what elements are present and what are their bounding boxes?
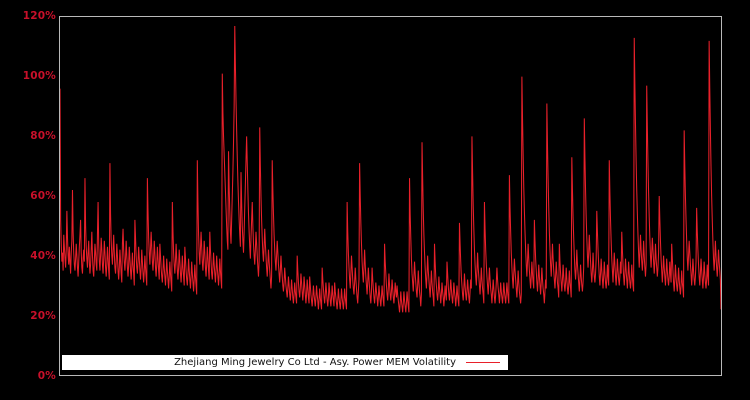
volatility-series bbox=[60, 17, 721, 375]
y-axis-tick-labels: 0% 20% 40% 60% 80% 100% 120% bbox=[0, 0, 56, 400]
legend-line-swatch bbox=[466, 362, 500, 363]
y-tick-label-0: 0% bbox=[37, 370, 56, 382]
y-tick-label-80: 80% bbox=[30, 130, 56, 142]
chart-legend: Zhejiang Ming Jewelry Co Ltd - Asy. Powe… bbox=[62, 355, 508, 370]
y-tick-label-40: 40% bbox=[30, 250, 56, 262]
series-line-0 bbox=[60, 26, 721, 312]
y-tick-label-120: 120% bbox=[22, 10, 56, 22]
y-tick-label-20: 20% bbox=[30, 310, 56, 322]
plot-frame bbox=[59, 16, 722, 376]
plot-area bbox=[60, 17, 721, 375]
y-tick-label-100: 100% bbox=[22, 70, 56, 82]
legend-entry-label: Zhejiang Ming Jewelry Co Ltd - Asy. Powe… bbox=[174, 356, 456, 368]
y-tick-label-60: 60% bbox=[30, 190, 56, 202]
